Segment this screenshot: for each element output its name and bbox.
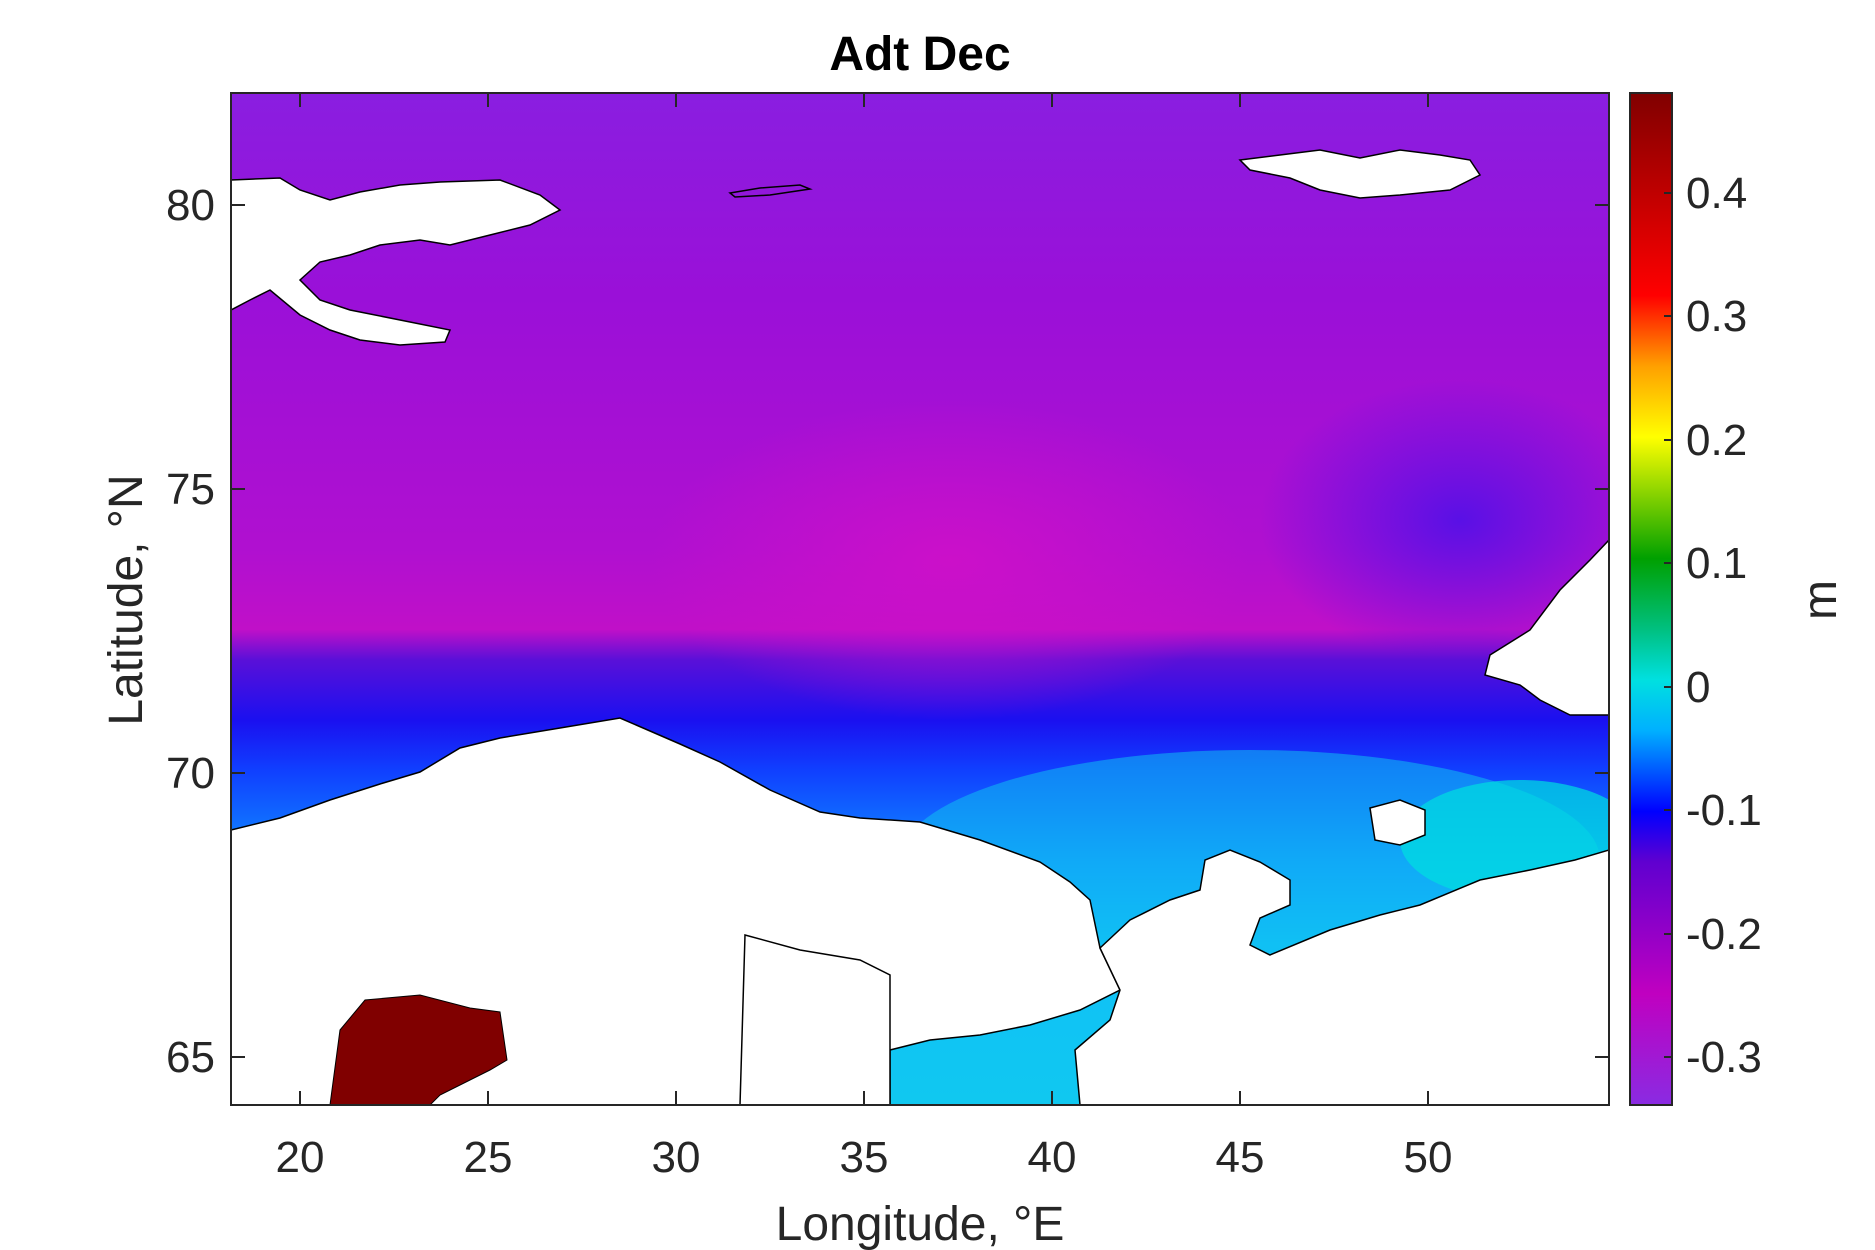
plot-area — [231, 93, 1609, 1105]
colorbar-tick-label: -0.3 — [1686, 1033, 1762, 1082]
colorbar-tick-label: 0.1 — [1686, 539, 1747, 588]
colorbar-tick-label: -0.2 — [1686, 910, 1762, 959]
x-tick-label: 30 — [652, 1133, 701, 1182]
land-kanin-timan — [1074, 849, 1609, 1105]
colorbar-tick-label: 0 — [1686, 663, 1710, 712]
land-kola-peninsula — [739, 934, 891, 1105]
central-magenta-zone — [650, 400, 1250, 720]
y-tick-label: 65 — [166, 1033, 215, 1082]
x-axis-label: Longitude, °E — [776, 1198, 1065, 1250]
colorbar-tick-label: 0.2 — [1686, 416, 1747, 465]
land-franz-josef-land — [1238, 149, 1482, 199]
colorbar-ticks — [1664, 192, 1672, 1058]
y-tick-label: 80 — [166, 181, 215, 230]
x-tick-label: 25 — [464, 1133, 513, 1182]
x-tick-labels: 20 25 30 35 40 45 50 — [276, 1133, 1453, 1182]
colorbar — [1629, 92, 1673, 1106]
x-tick-label: 20 — [276, 1133, 325, 1182]
y-tick-label: 70 — [166, 749, 215, 798]
x-tick-label: 45 — [1216, 1133, 1265, 1182]
y-ticks — [231, 204, 1609, 1058]
x-ticks — [299, 93, 1429, 1105]
colorbar-tick-labels: -0.3 -0.2 -0.1 0 0.1 0.2 0.3 0.4 — [1686, 169, 1762, 1082]
y-tick-label: 75 — [166, 465, 215, 514]
colorbar-tick-label: -0.1 — [1686, 786, 1762, 835]
x-tick-label: 40 — [1028, 1133, 1077, 1182]
y-axis-label: Latitude, °N — [100, 474, 153, 725]
colorbar-tick-label: 0.4 — [1686, 169, 1747, 218]
colorbar-unit-label: m — [1794, 580, 1847, 620]
colorbar-tick-label: 0.3 — [1686, 292, 1747, 341]
land-novaya-zemlya — [1484, 538, 1609, 716]
y-tick-labels: 65 70 75 80 — [166, 181, 215, 1082]
x-tick-label: 50 — [1404, 1133, 1453, 1182]
chart-title: Adt Dec — [829, 28, 1010, 81]
land-kvitoya — [728, 184, 813, 198]
land-kolguev-island — [1369, 799, 1426, 846]
land-sweden-finland — [329, 994, 508, 1105]
x-tick-label: 35 — [840, 1133, 889, 1182]
land-svalbard — [231, 177, 562, 346]
plot-frame — [230, 92, 1610, 1106]
eastern-blue-zone — [1260, 380, 1609, 660]
